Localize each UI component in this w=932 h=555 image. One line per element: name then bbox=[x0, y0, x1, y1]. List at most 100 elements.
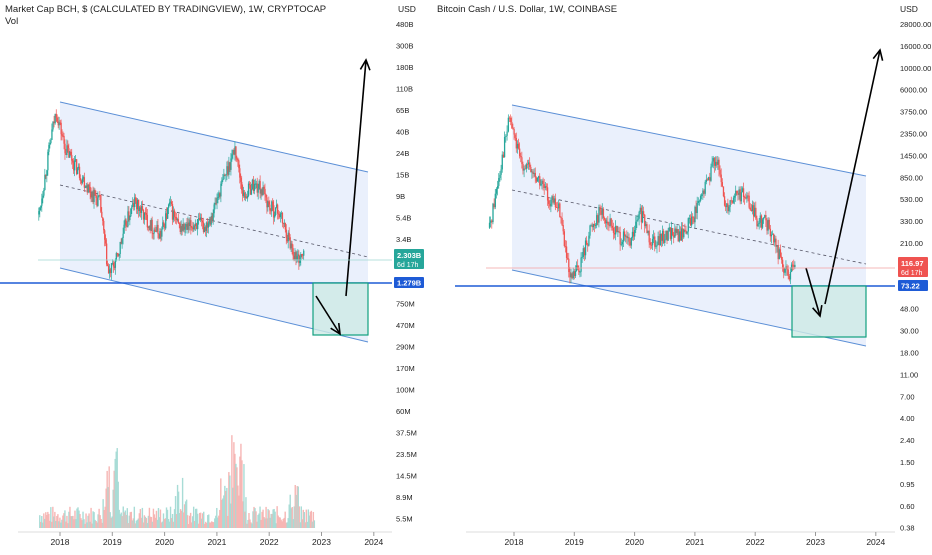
volume-bar bbox=[191, 516, 194, 528]
candle-body bbox=[249, 184, 252, 195]
candle-body bbox=[168, 202, 171, 205]
y-tick-label: 290M bbox=[396, 343, 415, 352]
candle-body bbox=[712, 158, 714, 162]
candle-body bbox=[65, 153, 67, 156]
x-tick-label: 2021 bbox=[685, 537, 704, 547]
candle-body bbox=[258, 181, 260, 189]
y-tick-label: 5.4B bbox=[396, 214, 411, 223]
up-arrow-head bbox=[359, 58, 371, 71]
candle-body bbox=[261, 189, 263, 196]
candle-body bbox=[38, 211, 40, 215]
candle-body bbox=[93, 190, 95, 203]
volume-bar bbox=[248, 513, 250, 528]
candle-body bbox=[634, 229, 636, 237]
y-tick-label: 0.38 bbox=[900, 524, 915, 533]
candle-body bbox=[682, 228, 684, 238]
candle-body bbox=[205, 222, 208, 231]
candle-body bbox=[770, 234, 773, 237]
candle-body bbox=[683, 229, 685, 238]
candle-body bbox=[617, 231, 619, 233]
volume-bar bbox=[107, 487, 109, 528]
candle-body bbox=[531, 171, 533, 173]
y-tick-label: 180B bbox=[396, 63, 414, 72]
volume-bar bbox=[194, 508, 197, 528]
y-tick-label: 1450.00 bbox=[900, 151, 927, 160]
volume-bar bbox=[276, 506, 278, 528]
candle-body bbox=[183, 224, 185, 230]
y-tick-label: 1.50 bbox=[900, 458, 915, 467]
candle-body bbox=[686, 231, 688, 234]
candle-body bbox=[52, 121, 54, 130]
volume-bar bbox=[230, 503, 232, 528]
candle-body bbox=[638, 211, 640, 219]
last-price-badge bbox=[898, 257, 928, 277]
volume-bar bbox=[83, 519, 85, 528]
volume-bar bbox=[49, 520, 51, 528]
candle-body bbox=[187, 222, 189, 230]
volume-bar bbox=[265, 506, 267, 528]
candle-body bbox=[623, 231, 626, 237]
candle-body bbox=[621, 241, 624, 245]
candle-body bbox=[675, 228, 677, 233]
candle-body bbox=[684, 229, 686, 231]
candle-body bbox=[692, 216, 694, 218]
volume-bar bbox=[153, 514, 156, 528]
candle-body bbox=[647, 230, 649, 234]
volume-bar bbox=[63, 513, 65, 528]
candle-body bbox=[506, 131, 508, 136]
candle-body bbox=[267, 201, 269, 208]
volume-bar bbox=[261, 511, 263, 528]
candle-body bbox=[729, 200, 731, 207]
candle-body bbox=[630, 237, 632, 246]
candle-body bbox=[85, 185, 87, 188]
candle-body bbox=[587, 244, 589, 246]
right-price-badges: 116.97 6d 17h 73.22 bbox=[898, 257, 928, 291]
candle-body bbox=[94, 190, 96, 196]
volume-bar bbox=[65, 521, 67, 528]
volume-bar bbox=[291, 506, 293, 528]
volume-bar bbox=[300, 506, 302, 528]
candle-body bbox=[106, 243, 108, 265]
candle-body bbox=[766, 220, 768, 231]
volume-bar bbox=[92, 511, 94, 528]
x-tick-label: 2024 bbox=[364, 537, 383, 547]
volume-bar bbox=[297, 486, 299, 528]
volume-bar bbox=[64, 510, 66, 528]
candle-body bbox=[217, 196, 219, 199]
bar-countdown: 6d 17h bbox=[901, 270, 923, 277]
candle-body bbox=[690, 216, 693, 226]
candle-body bbox=[789, 271, 792, 280]
candle-body bbox=[166, 213, 168, 219]
volume-bar bbox=[169, 506, 172, 528]
left-chart: Market Cap BCH, $ (CALCULATED BY TRADING… bbox=[0, 4, 424, 547]
y-tick-label: 0.95 bbox=[900, 480, 915, 489]
candle-body bbox=[612, 227, 615, 233]
volume-bar bbox=[293, 506, 295, 528]
candle-body bbox=[579, 271, 581, 273]
candle-body bbox=[619, 232, 621, 245]
last-price-value: 116.97 bbox=[901, 259, 924, 268]
x-tick-label: 2019 bbox=[565, 537, 584, 547]
candle-body bbox=[516, 143, 519, 149]
candle-body bbox=[60, 122, 62, 135]
volume-bar bbox=[239, 456, 241, 528]
candle-body bbox=[132, 203, 134, 207]
volume-bar bbox=[98, 508, 100, 528]
candle-body bbox=[115, 253, 117, 261]
candle-body bbox=[282, 223, 285, 224]
y-tick-label: 6000.00 bbox=[900, 86, 927, 95]
volume-bar bbox=[155, 510, 158, 528]
volume-bar bbox=[215, 515, 217, 528]
y-tick-label: 16000.00 bbox=[900, 42, 931, 51]
candle-body bbox=[111, 262, 114, 264]
candle-body bbox=[542, 180, 544, 185]
candle-body bbox=[771, 233, 774, 235]
candle-body bbox=[573, 271, 576, 276]
volume-bar bbox=[149, 516, 152, 528]
candle-body bbox=[146, 214, 148, 228]
candle-body bbox=[58, 122, 60, 126]
candle-body bbox=[139, 207, 142, 213]
volume-bar bbox=[311, 521, 314, 528]
x-tick-label: 2018 bbox=[51, 537, 70, 547]
candle-body bbox=[592, 224, 595, 228]
